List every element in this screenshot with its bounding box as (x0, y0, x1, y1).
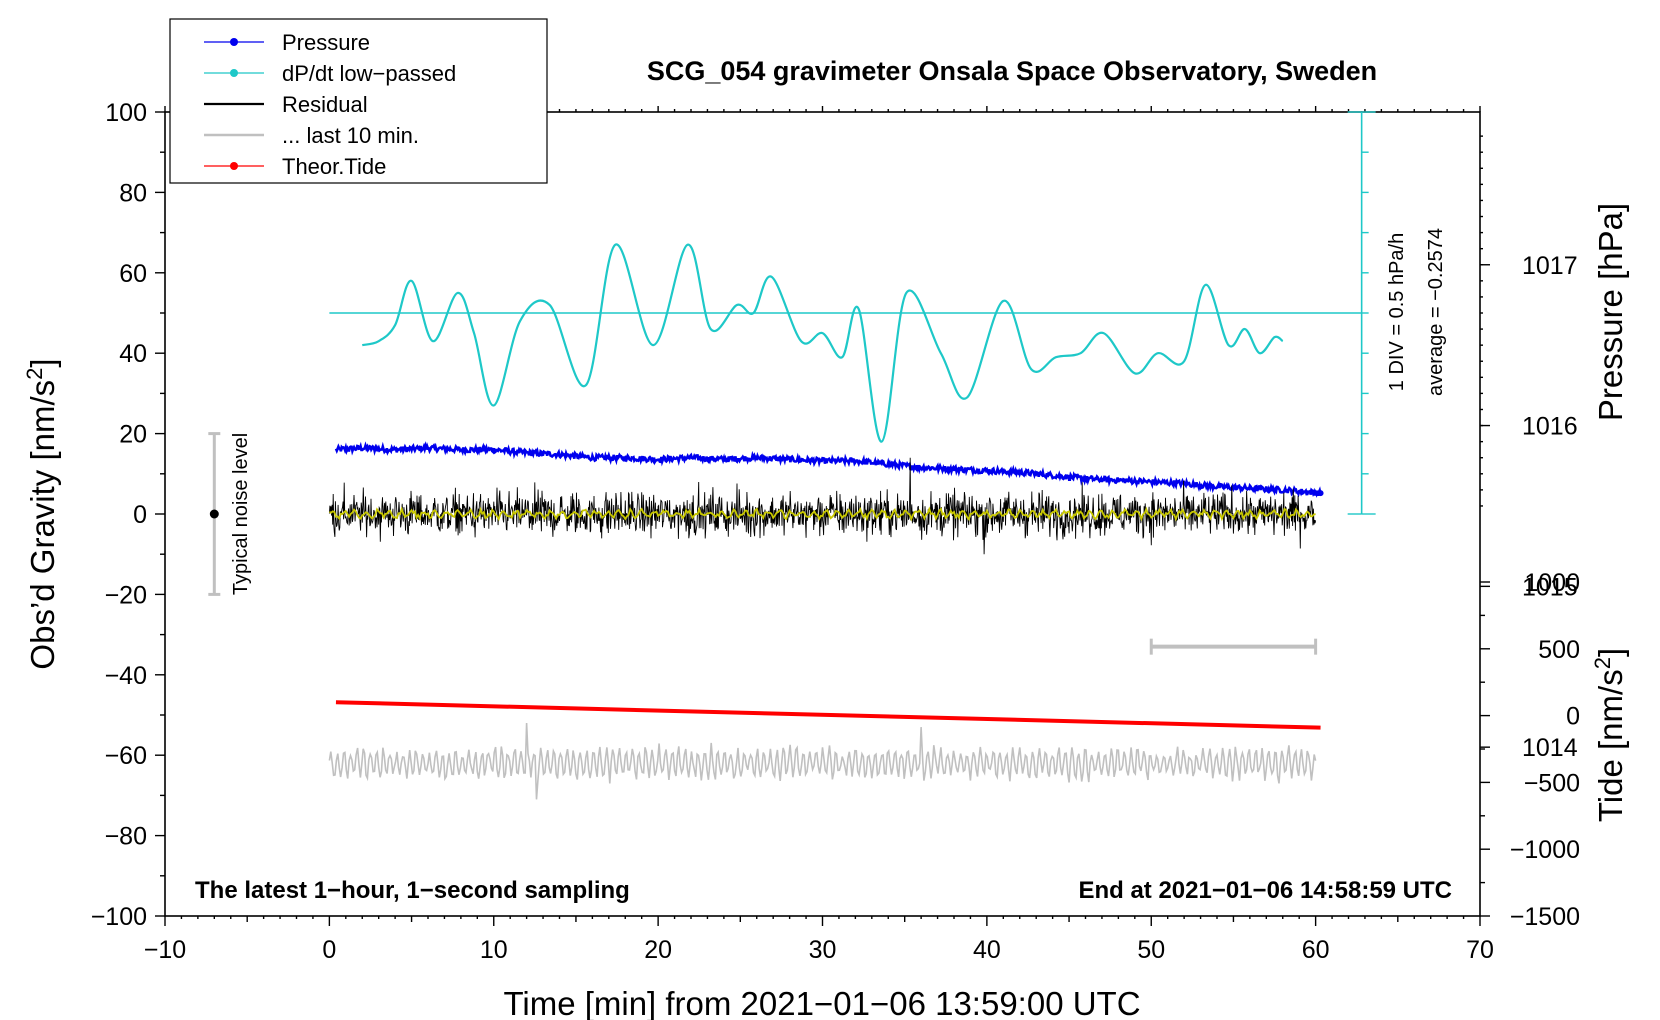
end-time-note: End at 2021−01−06 14:58:59 UTC (1078, 877, 1452, 904)
pressure-end-marker (1317, 490, 1324, 497)
x-tick-label: −10 (144, 936, 186, 964)
chart-title: SCG_054 gravimeter Onsala Space Observat… (647, 56, 1377, 86)
legend-box (169, 18, 548, 184)
x-tick-label: 10 (480, 936, 508, 964)
dpdt-average-label: average = −0.2574 (1425, 228, 1447, 396)
pressure-tick-label: 1015 (1522, 573, 1578, 601)
y-axis-pressure: 1014 1015 1016 1017 (1480, 135, 1578, 762)
x-tick-label: 70 (1466, 936, 1494, 964)
noise-bar-center-dot (209, 509, 219, 519)
x-axis-title: Time [min] from 2021−01−06 13:59:00 UTC (503, 985, 1140, 1020)
x-tick-label: 20 (644, 936, 672, 964)
legend-swatch-dot (230, 69, 238, 77)
y-axis-title-tide-sup: 2 (1590, 657, 1615, 669)
y-tick-label: 100 (105, 99, 147, 127)
y-tick-label: −40 (105, 662, 147, 690)
legend: Pressure dP/dt low−passed Residual ... last… (169, 18, 548, 184)
y-axis-title-tide: Tide [nm/s2] (1590, 648, 1629, 822)
y-tick-label: 0 (133, 501, 147, 529)
tide-tick-label: 0 (1566, 703, 1580, 731)
tide-tick-label: −500 (1524, 769, 1580, 797)
x-tick-label: 0 (322, 936, 336, 964)
residual-smooth-line (328, 506, 1316, 522)
y-tick-label: −60 (105, 742, 147, 770)
tide-tick-label: −1500 (1510, 903, 1580, 931)
x-axis: −10 0 10 20 30 40 50 60 70 (144, 106, 1494, 964)
y-tick-label: 80 (119, 179, 147, 207)
y-tick-label: −80 (105, 823, 147, 851)
y-axis-gravity: −100 −80 −60 −40 −20 0 20 40 60 80 100 (91, 99, 165, 931)
legend-item: ... last 10 min. (204, 123, 419, 148)
y-tick-label: 60 (119, 260, 147, 288)
tide-tick-label: 500 (1538, 636, 1580, 664)
x-tick-label: 50 (1137, 936, 1165, 964)
y-tick-label: 40 (119, 340, 147, 368)
pressure-tick-label: 1016 (1522, 413, 1578, 441)
residual-line (328, 457, 1317, 555)
y-tick-label: 20 (119, 421, 147, 449)
x-tick-label: 30 (809, 936, 837, 964)
y-axis-title-pressure: Pressure [hPa] (1592, 203, 1629, 421)
x-tick-label: 60 (1302, 936, 1330, 964)
legend-item: Pressure (204, 30, 370, 55)
y-axis-title-gravity-sup: 2 (22, 368, 47, 380)
legend-item: Theor.Tide (204, 154, 386, 179)
legend-item: Residual (204, 92, 368, 117)
legend-swatch-dot (230, 162, 238, 170)
legend-label: dP/dt low−passed (282, 61, 456, 86)
pressure-line (334, 441, 1322, 498)
legend-label: Residual (282, 92, 368, 117)
noise-level-bar (208, 432, 221, 596)
y-axis-title-gravity: Obs’d Gravity [nm/s2] (22, 358, 61, 669)
legend-label: Pressure (282, 30, 370, 55)
y-tick-label: −100 (91, 903, 147, 931)
tide-tick-label: −1000 (1510, 836, 1580, 864)
pressure-tick-label: 1017 (1522, 252, 1578, 280)
tide-tick-label: 1000 (1524, 569, 1580, 597)
dpdt-line (361, 243, 1284, 443)
last-10-min-line (328, 722, 1317, 800)
noise-level-label: Typical noise level (230, 433, 252, 595)
series-layer (328, 243, 1362, 800)
legend-swatch-dot (230, 38, 238, 46)
sampling-note: The latest 1−hour, 1−second sampling (195, 877, 630, 904)
x-tick-label: 40 (973, 936, 1001, 964)
y-axis-tide: −1500 −1000 −500 0 500 1000 (1480, 569, 1580, 931)
theor-tide-line (335, 700, 1321, 730)
legend-label: ... last 10 min. (282, 123, 419, 148)
legend-item: dP/dt low−passed (204, 61, 456, 86)
pressure-tick-label: 1014 (1522, 734, 1578, 762)
legend-label: Theor.Tide (282, 154, 386, 179)
dpdt-scale-label: 1 DIV = 0.5 hPa/h (1386, 233, 1408, 391)
dpdt-scale-bar (1347, 111, 1376, 515)
y-tick-label: −20 (105, 581, 147, 609)
